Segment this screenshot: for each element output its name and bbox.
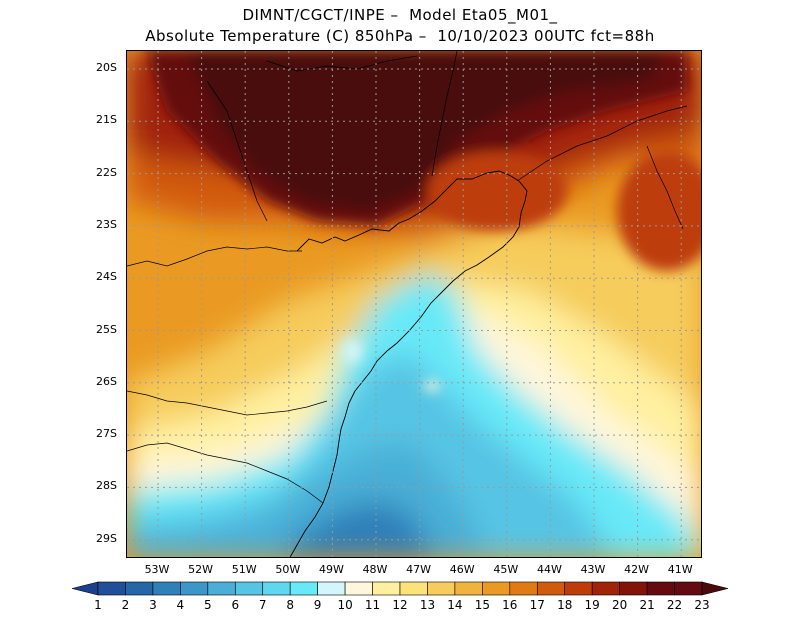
colorbar-tick-label: 12: [392, 598, 408, 612]
colorbar-segment: [482, 581, 511, 596]
lon-tick-label: 52W: [188, 563, 214, 576]
lat-tick-label: 23S: [96, 217, 117, 231]
colorbar-segment: [536, 581, 566, 596]
colorbar-segment: [399, 581, 428, 596]
colorbar-segment: [646, 581, 675, 596]
colorbar-segment: [97, 581, 126, 596]
colorbar-segment: [564, 581, 593, 596]
colorbar-tick-label: 5: [203, 598, 212, 612]
colorbar-segment: [317, 581, 346, 596]
lon-tick-label: 51W: [231, 563, 257, 576]
lat-tick-label: 21S: [96, 113, 117, 127]
lon-tick-label: 49W: [318, 563, 344, 576]
coastline: [289, 170, 528, 557]
colorbar-tick-label: 3: [149, 598, 157, 612]
colorbar-tick-label: 11: [364, 598, 381, 612]
lat-tick-label: 20S: [96, 61, 117, 74]
colorbar-segment: [344, 581, 373, 596]
color-bar: [71, 581, 729, 596]
lat-tick-label: 26S: [96, 374, 117, 388]
temperature-map: [127, 51, 701, 557]
lon-tick-label: 48W: [362, 563, 388, 576]
colorbar-tick-label: 18: [557, 598, 573, 612]
colorbar-segment: [619, 581, 648, 596]
state-borders: [127, 51, 688, 504]
colorbar-tick-label: 13: [419, 598, 436, 612]
colorbar-segment: [180, 581, 209, 596]
colorbar-segment: [289, 581, 318, 596]
colorbar-segment: [427, 581, 456, 596]
colorbar-segment: [125, 581, 154, 596]
colorbar-segment: [207, 581, 236, 596]
map-frame: [126, 50, 702, 558]
lat-tick-label: 27S: [96, 427, 117, 441]
colorbar-tick-label: 10: [337, 598, 353, 612]
colorbar-tick-label: 23: [694, 598, 710, 612]
colorbar-segment: [454, 581, 483, 596]
chart-title: DIMNT/CGCT/INPE – Model Eta05_M01_: [242, 6, 558, 24]
chart-subtitle: Absolute Temperature (C) 850hPa – 10/10/…: [145, 27, 655, 45]
colorbar-segment: [152, 581, 181, 596]
lat-tick-label: 29S: [96, 531, 117, 545]
colorbar-tick-label: 6: [231, 598, 240, 612]
temperature-field: [127, 51, 701, 557]
colorbar-tick-label: 2: [121, 598, 130, 612]
colorbar-arrow-high: [701, 581, 729, 596]
colorbar-tick-label: 17: [529, 598, 545, 612]
lat-lon-grid: [127, 51, 701, 557]
lon-tick-label: 44W: [536, 563, 562, 576]
colorbar-tick-label: 1: [94, 598, 102, 612]
lon-tick-label: 50W: [275, 563, 301, 576]
colorbar-tick-label: 8: [286, 598, 294, 612]
lat-tick-label: 22S: [96, 165, 117, 179]
colorbar-tick-label: 15: [474, 598, 490, 612]
colorbar-tick-label: 4: [176, 598, 185, 612]
colorbar-segment: [509, 581, 538, 596]
colorbar-tick-label: 9: [313, 598, 322, 612]
colorbar-segment: [591, 581, 620, 596]
colorbar-tick-label: 16: [502, 598, 518, 612]
lat-tick-label: 25S: [96, 322, 117, 336]
lon-tick-label: 46W: [449, 563, 475, 576]
lon-tick-label: 43W: [580, 563, 606, 576]
lon-tick-label: 45W: [493, 563, 519, 576]
colorbar-tick-label: 19: [584, 598, 600, 612]
colorbar-tick-label: 21: [639, 598, 655, 612]
colorbar-segment: [372, 581, 401, 596]
colorbar-segment: [234, 581, 264, 596]
lat-tick-label: 24S: [96, 270, 117, 284]
colorbar-segment: [262, 581, 291, 596]
colorbar-tick-label: 14: [447, 598, 463, 612]
colorbar-tick-label: 22: [666, 598, 683, 612]
colorbar-tick-label: 20: [611, 598, 628, 612]
lon-tick-label: 47W: [406, 563, 432, 576]
lon-tick-label: 53W: [144, 563, 170, 576]
lon-tick-label: 42W: [624, 563, 650, 576]
colorbar-arrow-low: [71, 581, 99, 596]
lon-tick-label: 41W: [667, 563, 693, 576]
colorbar-segment: [674, 581, 703, 596]
lat-tick-label: 28S: [96, 479, 117, 493]
colorbar-tick-label: 7: [258, 598, 267, 612]
